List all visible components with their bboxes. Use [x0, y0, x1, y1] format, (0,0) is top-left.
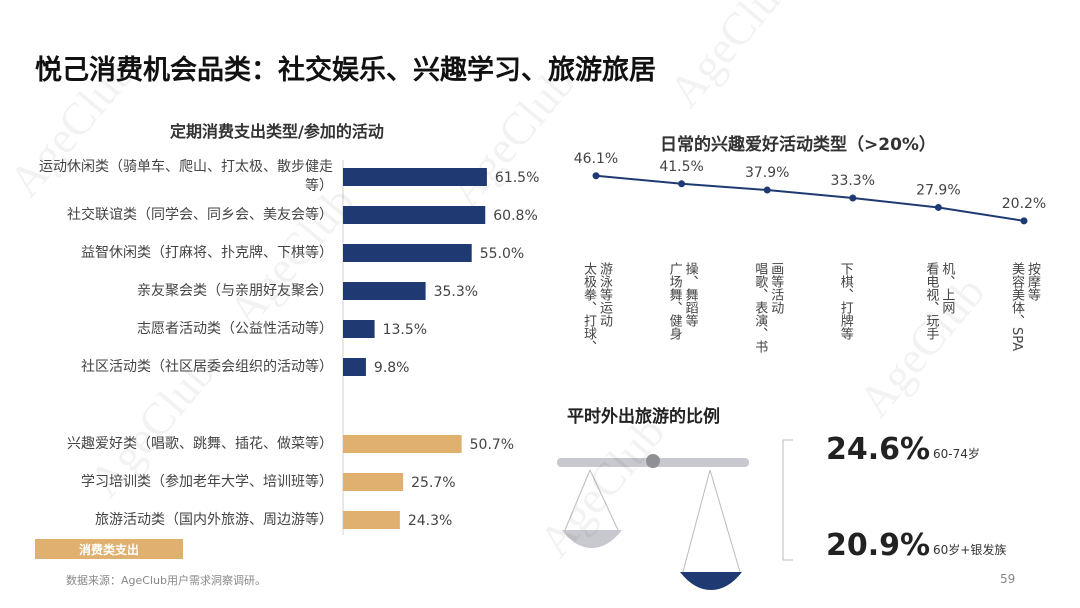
category-label: 唱歌、表演、书画等活动 — [752, 262, 784, 353]
value-label: 61.5% — [495, 170, 539, 186]
category-label: 广场舞、健身操、舞蹈等 — [666, 262, 698, 340]
chart-title: 平时外出旅游的比例 — [567, 407, 720, 427]
point — [678, 180, 686, 188]
category-label: 美容美体、SPA按摩等 — [1009, 262, 1040, 352]
stat-label: 60岁+银发族 — [933, 543, 1007, 557]
category-label: 学习培训类（参加老年大学、培训班等） — [81, 474, 333, 490]
category-label: 看电视、玩手机、上网 — [923, 262, 955, 340]
bar — [343, 435, 462, 453]
bar — [343, 320, 375, 338]
point — [1020, 217, 1028, 225]
bar — [343, 358, 366, 376]
page-number: 59 — [1000, 572, 1016, 586]
category-label: 社区活动类（社区居委会组织的活动等） — [81, 359, 333, 375]
watermark: AgeClub — [659, 0, 805, 116]
value-label: 60.8% — [493, 208, 537, 224]
value-label: 41.5% — [659, 159, 703, 175]
source: 数据来源：AgeClub用户需求洞察调研。 — [66, 574, 266, 587]
bar — [343, 282, 426, 300]
point — [934, 203, 942, 211]
value-label: 55.0% — [480, 246, 524, 262]
value-label: 20.2% — [1002, 196, 1046, 212]
category-label: 志愿者活动类（公益性活动等） — [137, 321, 333, 337]
value-label: 37.9% — [745, 165, 789, 181]
value-label: 24.3% — [408, 513, 452, 529]
bar — [343, 473, 404, 491]
stat-value: 20.9% — [826, 528, 931, 563]
category-label: 益智休闲类（打麻将、扑克牌、下棋等） — [81, 245, 333, 261]
category-label: 兴趣爱好类（唱歌、跳舞、插花、做菜等） — [67, 436, 333, 452]
bar — [343, 168, 487, 186]
slide-title: 悦己消费机会品类：社交娱乐、兴趣学习、旅游旅居 — [35, 55, 656, 86]
category-label: 太极拳、打球、游泳等运动 — [581, 262, 612, 353]
legend-swatch — [35, 539, 183, 559]
scale-icon — [557, 439, 793, 590]
bar — [343, 511, 400, 529]
point — [592, 172, 600, 180]
category-label: 亲友聚会类（与亲朋好友聚会） — [137, 283, 333, 299]
point — [763, 186, 771, 194]
value-label: 25.7% — [411, 475, 455, 491]
category-label: 运动休闲类（骑单车、爬山、打太极、散步健走等） — [39, 159, 333, 194]
chart-title: 日常的兴趣爱好活动类型（>20%） — [660, 135, 936, 155]
value-label: 46.1% — [574, 151, 618, 167]
bar — [343, 244, 472, 262]
category-label: 旅游活动类（国内外旅游、周边游等） — [95, 512, 333, 528]
value-label: 9.8% — [374, 360, 410, 376]
point — [849, 194, 857, 202]
value-label: 27.9% — [916, 182, 960, 198]
value-label: 50.7% — [470, 437, 514, 453]
line — [595, 174, 1025, 222]
value-label: 13.5% — [383, 322, 427, 338]
category-label: 下棋、打牌等 — [837, 262, 853, 340]
value-label: 35.3% — [434, 284, 478, 300]
value-label: 33.3% — [831, 173, 875, 189]
stat-value: 24.6% — [826, 432, 931, 467]
legend-label: 消费类支出 — [79, 542, 139, 557]
category-label: 社交联谊类（同学会、同乡会、美友会等） — [67, 207, 333, 223]
stat-label: 60-74岁 — [933, 447, 980, 461]
chart-title: 定期消费支出类型/参加的活动 — [170, 122, 384, 141]
bar — [343, 206, 486, 224]
